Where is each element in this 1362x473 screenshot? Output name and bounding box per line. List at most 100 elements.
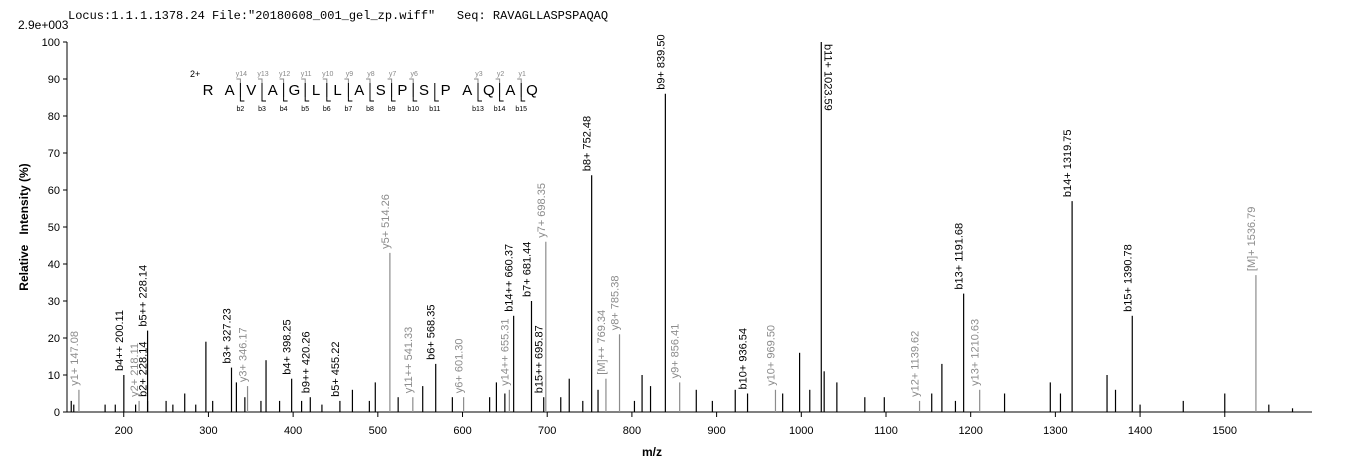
peak-label: [M]+ 1536.79 [1246,207,1258,272]
b-fragment-label: b13 [472,106,484,113]
b-fragment-label: b6 [323,106,331,113]
y-fragment-label: y14 [236,71,247,78]
y-fragment-label: y6 [410,71,418,78]
b-fragment-mark [239,83,245,102]
b-fragment-mark [520,83,526,102]
b-fragment-mark [326,83,331,102]
peak-label: b3+ 327.23 [222,308,234,363]
y-fragment-label: y12 [279,71,290,78]
peak-label: y12+ 1139.62 [910,331,922,397]
b-fragment-label: b10 [407,106,419,113]
b-fragment-label: b5 [301,106,309,113]
x-tick-label: 600 [453,425,471,437]
b-fragment-mark [391,83,396,102]
y-tick-label: 0 [54,407,60,419]
peak-label: y13+ 1210.63 [970,319,982,386]
scale-label: 2.9e+003 [18,18,69,32]
y-fragment-mark [495,78,501,97]
y-tick-label: 100 [42,37,60,49]
x-tick-label: 800 [623,425,641,437]
y-tick-label: 60 [48,185,60,197]
b-fragment-mark [261,83,266,102]
y-fragment-mark [258,78,263,97]
residue: S [419,82,429,99]
b-fragment-label: b8 [366,106,374,113]
y-fragment-mark [366,78,371,97]
b-fragment-label: b14 [494,106,506,113]
y-fragment-mark [517,78,522,97]
b-fragment-label: b2 [237,106,245,113]
x-tick-label: 1500 [1213,425,1237,437]
residue: A [462,82,472,99]
b-fragment-mark [477,83,482,102]
y-fragment-label: y1 [518,71,526,78]
residue: A [505,82,515,99]
peak-label: [M]++ 769.34 [596,310,608,375]
y-fragment-label: y2 [497,71,505,78]
y-fragment-label: y9 [346,71,354,78]
peak-label: y6+ 601.30 [454,338,466,393]
b-fragment-mark [412,83,418,102]
b-fragment-mark [434,83,439,102]
y-fragment-mark [236,78,241,97]
residue: P [441,82,451,99]
residue: L [312,82,320,99]
y-fragment-label: y8 [367,71,375,78]
b-fragment-label: b4 [280,106,288,113]
peak-label: b7+ 681.44 [521,242,533,297]
peak-label: b5++ 228.14 [138,265,150,327]
y-fragment-mark [279,78,285,97]
y-fragment-mark [301,78,306,97]
peak-label: b15++ 695.87 [534,325,546,393]
peak-label: y10+ 969.50 [765,325,777,386]
x-tick-label: 1400 [1128,425,1152,437]
y-fragment-mark [474,78,479,97]
y-tick-label: 30 [48,296,60,308]
y-fragment-mark [387,78,393,97]
peak-label: b4+ 398.25 [282,319,294,374]
peak-label: y1+ 147.08 [69,331,81,386]
b-fragment-label: b7 [345,106,353,113]
peak-label: b13+ 1191.68 [954,223,966,290]
peak-label: y5+ 514.26 [380,194,392,249]
residue: A [225,82,235,99]
y-axis-label: Relative Intensity (%) [17,163,31,290]
y-fragment-label: y10 [322,71,333,78]
peak-label: y9+ 856.41 [670,324,682,379]
b-fragment-mark [499,83,504,102]
residue: P [397,82,407,99]
x-tick-label: 1300 [1043,425,1067,437]
y-fragment-label: y11 [301,71,312,78]
residue: A [354,82,364,99]
y-tick-label: 70 [48,148,60,160]
x-tick-label: 1200 [958,425,982,437]
b-fragment-label: b11 [429,106,440,113]
residue: L [333,82,341,99]
y-fragment-mark [322,78,328,97]
peak-label: y14++ 655.31 [499,319,511,386]
b-fragment-mark [283,83,288,102]
b-fragment-label: b15 [515,106,527,113]
peak-label: b10+ 936.54 [738,328,750,389]
y-fragment-mark [409,78,414,97]
peak-label: b2+ 228.14 [138,342,150,397]
residue: S [376,82,386,99]
peak-label: b5+ 455.22 [330,342,342,397]
y-tick-label: 40 [48,259,60,271]
y-tick-label: 90 [48,74,60,86]
b-fragment-mark [369,83,374,102]
peak-label: b9+ 839.50 [655,34,667,89]
peak-label: y8+ 785.38 [610,276,622,331]
x-tick-label: 300 [199,425,217,437]
residue: Q [526,82,538,99]
x-tick-label: 700 [538,425,556,437]
x-axis-label: m/z [642,445,662,459]
y-fragment-label: y7 [389,71,397,78]
x-tick-label: 400 [284,425,302,437]
y-tick-label: 10 [48,370,60,382]
b-fragment-mark [304,83,310,102]
x-tick-label: 200 [115,425,133,437]
y-fragment-label: y13 [257,71,268,78]
peak-label: b14+ 1319.75 [1062,129,1074,197]
x-tick-label: 900 [707,425,725,437]
